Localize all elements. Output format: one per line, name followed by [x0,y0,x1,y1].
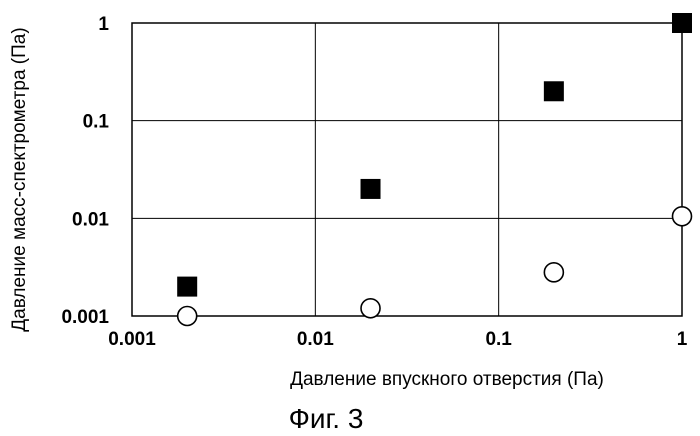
x-tick-label: 0.1 [485,329,512,350]
x-axis-label: Давление впускного отверстия (Па) [290,369,604,390]
y-axis-label: Давление масс-спектрометра (Па) [9,27,30,331]
grid-lines [132,23,682,316]
circle-marker [176,305,198,327]
square-marker [360,178,381,199]
y-tick-labels: 0.001 0.01 0.1 1 [61,14,109,328]
x-tick-label: 0.01 [297,329,334,350]
x-tick-label: 1 [677,329,688,350]
y-tick-label: 1 [98,14,109,35]
figure-caption: Фиг. 3 [289,403,364,434]
data-points [176,13,693,327]
circle-marker [360,297,381,319]
square-marker [543,81,564,102]
circle-marker [543,262,565,283]
y-tick-label: 0.001 [61,307,109,328]
y-tick-label: 0.01 [72,209,109,230]
plot-frame [131,22,683,317]
circle-marker [671,205,693,227]
x-tick-label: 0.001 [108,329,156,350]
square-marker [672,13,692,33]
square-marker [177,276,198,297]
x-tick-labels: 0.001 0.01 0.1 1 [108,329,687,350]
y-tick-label: 0.1 [83,112,110,133]
